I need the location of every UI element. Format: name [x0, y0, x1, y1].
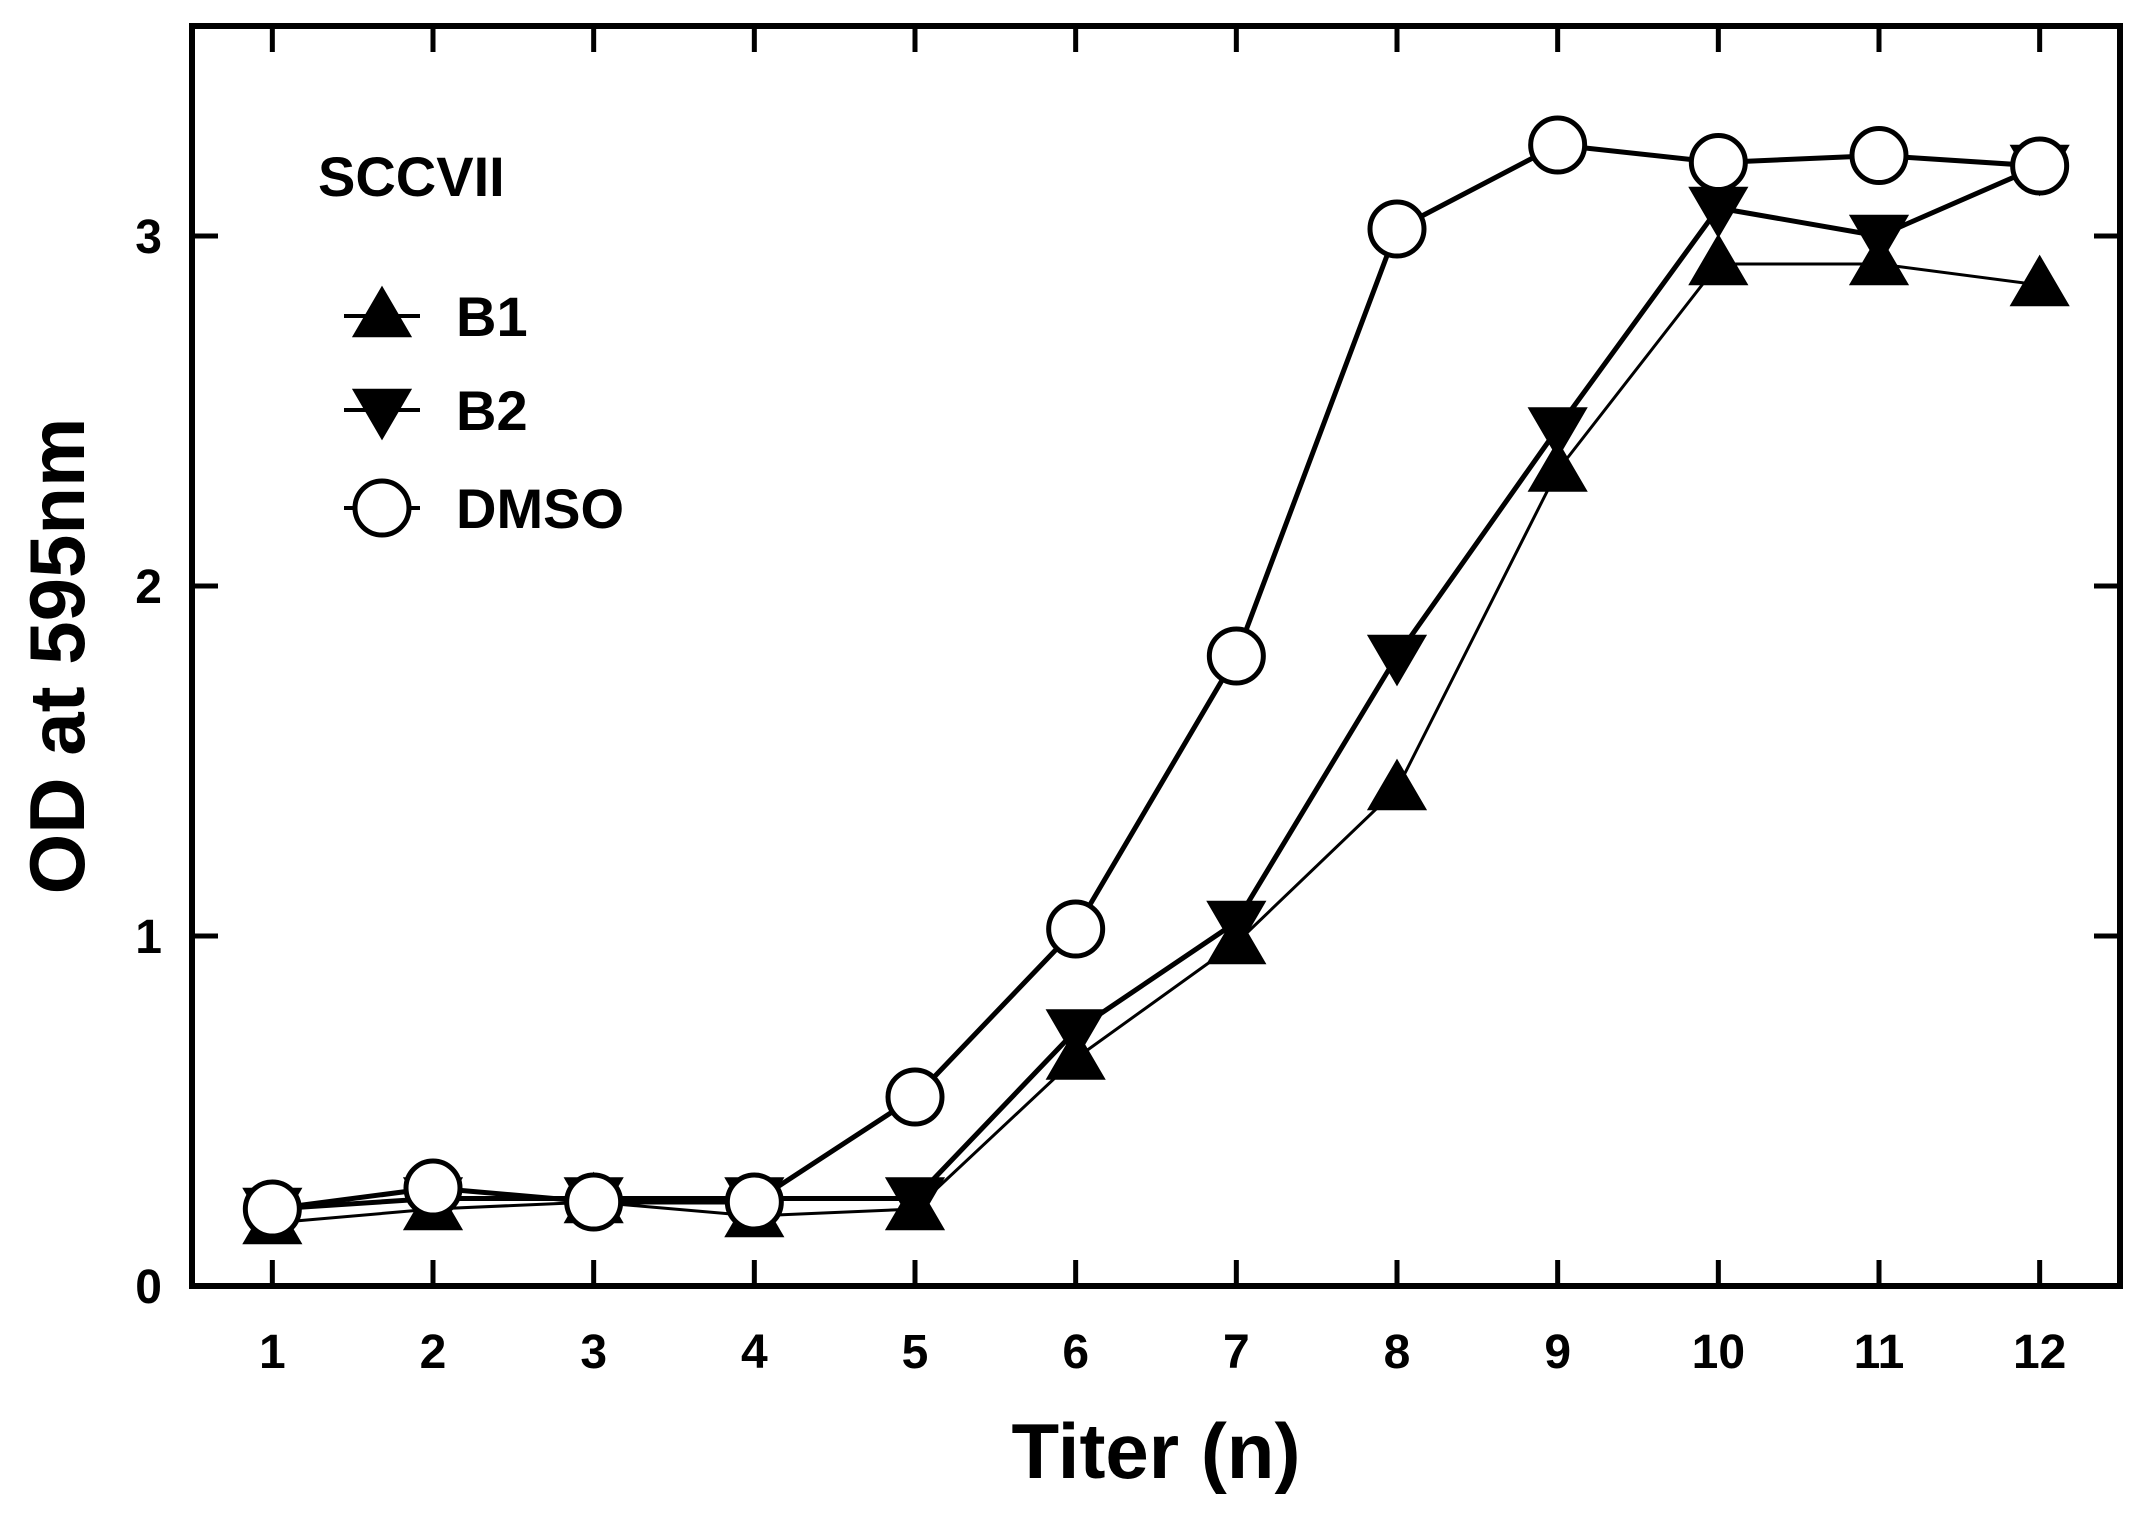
data-point-dmso — [1849, 126, 1909, 185]
data-point-dmso — [1367, 199, 1427, 259]
x-tick-label: 12 — [2013, 1326, 2066, 1379]
x-tick-label: 7 — [1223, 1326, 1250, 1379]
x-tick-label: 8 — [1384, 1326, 1411, 1379]
data-point-b2 — [1045, 1009, 1106, 1061]
x-tick-label: 3 — [580, 1326, 607, 1379]
x-tick-label: 5 — [902, 1326, 929, 1379]
legend-label-b1: B1 — [456, 285, 528, 348]
x-tick-label: 10 — [1692, 1326, 1745, 1379]
legend-marker-b2 — [351, 388, 413, 441]
legend-marker-dmso — [352, 478, 412, 538]
x-tick-label: 11 — [1854, 1326, 1905, 1379]
panel-label: SCCVII — [318, 145, 505, 208]
y-axis-title: OD at 595nm — [13, 418, 101, 895]
data-point-b2 — [1206, 900, 1267, 953]
x-tick-label: 2 — [420, 1326, 447, 1379]
legend-item-dmso: DMSO — [344, 477, 624, 540]
data-point-dmso — [242, 1179, 302, 1239]
y-tick-label: 0 — [135, 1261, 162, 1314]
legend: B1 B2 DMSO — [344, 285, 624, 540]
data-point-dmso — [1528, 115, 1588, 175]
data-point-b2 — [1848, 214, 1910, 267]
series-line-b1 — [272, 262, 2040, 1225]
data-point-dmso — [403, 1158, 463, 1218]
data-point-dmso — [724, 1172, 784, 1232]
data-point-dmso — [564, 1172, 624, 1232]
data-point-dmso — [1688, 133, 1748, 192]
y-tick-label: 1 — [135, 911, 162, 964]
data-point-b2 — [884, 1177, 946, 1229]
x-tick-label: 6 — [1062, 1326, 1089, 1379]
data-point-b1 — [1527, 440, 1588, 492]
data-point-dmso — [1046, 899, 1106, 959]
data-point-b2 — [1527, 407, 1588, 459]
data-point-dmso — [885, 1067, 945, 1127]
x-tick-label: 1 — [259, 1326, 286, 1379]
data-point-b1 — [1688, 233, 1749, 286]
y-tick-label: 2 — [135, 561, 162, 614]
legend-marker-b1 — [351, 285, 413, 338]
legend-label-dmso: DMSO — [456, 477, 624, 540]
series-line-dmso — [272, 142, 2040, 1212]
data-point-dmso — [1206, 626, 1266, 686]
series-layer — [242, 115, 2070, 1245]
legend-item-b1: B1 — [344, 285, 528, 348]
series-line-b2 — [272, 163, 2041, 1212]
data-point-b1 — [2009, 254, 2070, 307]
legend-item-b2: B2 — [344, 379, 528, 442]
legend-label-b2: B2 — [456, 379, 528, 442]
data-point-dmso — [2010, 136, 2070, 196]
x-tick-label: 9 — [1544, 1326, 1571, 1379]
x-tick-label: 4 — [741, 1326, 768, 1379]
axis-ticks — [192, 26, 2120, 1289]
plot-frame — [189, 23, 2123, 1289]
data-point-b1 — [1366, 758, 1428, 811]
data-point-b2 — [1366, 634, 1428, 687]
y-tick-label: 3 — [135, 211, 162, 264]
x-axis-title: Titer (n) — [1012, 1407, 1301, 1495]
series-dmso — [242, 115, 2070, 1239]
